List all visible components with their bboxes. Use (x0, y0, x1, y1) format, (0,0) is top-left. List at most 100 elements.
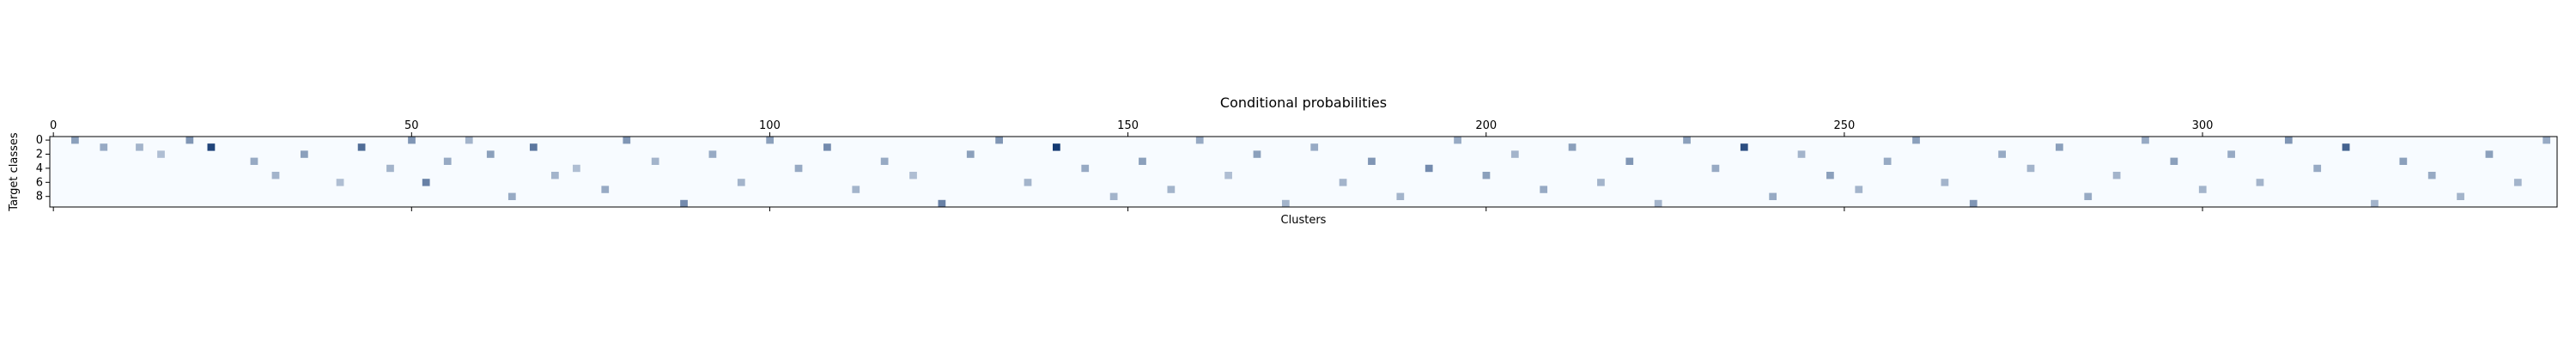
heatmap-cell (573, 165, 580, 172)
heatmap-cell (358, 143, 366, 150)
heatmap-cell (1683, 137, 1691, 143)
heatmap-cell (2399, 158, 2407, 165)
heatmap-cell (2199, 186, 2207, 192)
heatmap-cell (2428, 172, 2436, 179)
heatmap-cell (709, 150, 717, 157)
heatmap-cell (386, 165, 394, 172)
heatmap-cell (1941, 179, 1949, 186)
x-tick-label: 300 (2192, 119, 2214, 132)
y-axis-ticks: 0 246 8 (36, 134, 50, 204)
y-axis-label: Target classes (8, 132, 21, 212)
heatmap-cell (623, 137, 630, 143)
heatmap-cell (1483, 172, 1491, 179)
heatmap-cell (508, 193, 516, 200)
heatmap-cell (1053, 143, 1060, 150)
x-tick-label: 250 (1833, 119, 1855, 132)
heatmap-cell (2285, 137, 2293, 143)
heatmap-cell (1110, 193, 1118, 200)
heatmap-cell (487, 150, 495, 157)
heatmap-cell (71, 137, 79, 143)
heatmap-cell (795, 165, 803, 172)
heatmap-cell (2113, 172, 2121, 179)
heatmap-cell (1024, 179, 1032, 186)
heatmap-cell (652, 158, 659, 165)
heatmap-cell (1224, 172, 1232, 179)
heatmap-cell (2027, 165, 2035, 172)
y-tick-label: 6 (36, 176, 43, 189)
heatmap-cell (1396, 193, 1404, 200)
heatmap-cells (50, 137, 2557, 207)
heatmap-cell (136, 143, 143, 150)
heatmap-cell (422, 179, 430, 186)
heatmap-cell (1597, 179, 1605, 186)
y-tick-label: 4 (36, 162, 43, 175)
x-tick-label: 0 (50, 119, 57, 132)
heatmap-cell (1454, 137, 1461, 143)
heatmap-cell (2084, 193, 2092, 200)
heatmap-cell (408, 137, 416, 143)
heatmap-cell (1855, 186, 1862, 192)
heatmap-cell (186, 137, 194, 143)
x-axis-label: Clusters (1281, 214, 1327, 227)
heatmap-cell (444, 158, 452, 165)
heatmap-cell (852, 186, 860, 192)
heatmap-cell (995, 137, 1003, 143)
heatmap-cell (1167, 186, 1175, 192)
heatmap-cell (1340, 179, 1347, 186)
heatmap-cell (1569, 143, 1577, 150)
heatmap-cell (766, 137, 774, 143)
y-tick-label: 0 (36, 134, 43, 147)
heatmap-cell (551, 172, 559, 179)
heatmap-cell (909, 172, 917, 179)
heatmap-cell (301, 150, 308, 157)
heatmap-cell (100, 143, 107, 150)
heatmap-cell (1139, 158, 1146, 165)
heatmap-cell (1712, 165, 1720, 172)
heatmap-cell (2313, 165, 2321, 172)
heatmap-cell (967, 150, 975, 157)
heatmap-cell (2142, 137, 2149, 143)
heatmap-cell (1655, 200, 1662, 207)
heatmap-background (50, 137, 2557, 207)
heatmap-cell (1425, 165, 1433, 172)
heatmap-cell (530, 143, 538, 150)
heatmap-cell (208, 143, 216, 150)
heatmap-cell (2342, 143, 2350, 150)
heatmap-cell (465, 137, 473, 143)
heatmap-cell (337, 179, 344, 186)
heatmap-cell (2486, 150, 2494, 157)
heatmap-cell (2170, 158, 2178, 165)
heatmap-cell (823, 143, 831, 150)
heatmap-cell (1798, 150, 1806, 157)
heatmap-cell (1310, 143, 1318, 150)
heatmap-cell (1254, 150, 1261, 157)
heatmap-cell (2543, 137, 2550, 143)
heatmap-cell (272, 172, 280, 179)
heatmap-cell (1282, 200, 1290, 207)
heatmap-cell (157, 150, 165, 157)
heatmap-cell (1196, 137, 1204, 143)
y-tick-label: 8 (36, 191, 43, 204)
x-tick-label: 200 (1475, 119, 1497, 132)
x-tick-label: 150 (1117, 119, 1139, 132)
y-tick-label: 2 (36, 149, 43, 161)
heatmap-cell (1769, 193, 1777, 200)
heatmap-cell (939, 200, 946, 207)
heatmap-cell (2227, 150, 2235, 157)
x-tick-label: 100 (759, 119, 781, 132)
heatmap-cell (2257, 179, 2264, 186)
heatmap-cell (738, 179, 745, 186)
heatmap-cell (1625, 158, 1633, 165)
heatmap-cell (1970, 200, 1978, 207)
heatmap-cell (1081, 165, 1089, 172)
heatmap-cell (251, 158, 258, 165)
heatmap-cell (1884, 158, 1892, 165)
heatmap-cell (2371, 200, 2379, 207)
heatmap-cell (2056, 143, 2063, 150)
heatmap-cell (881, 158, 889, 165)
heatmap-cell (1998, 150, 2006, 157)
heatmap-cell (1540, 186, 1547, 192)
x-tick-label: 50 (404, 119, 419, 132)
